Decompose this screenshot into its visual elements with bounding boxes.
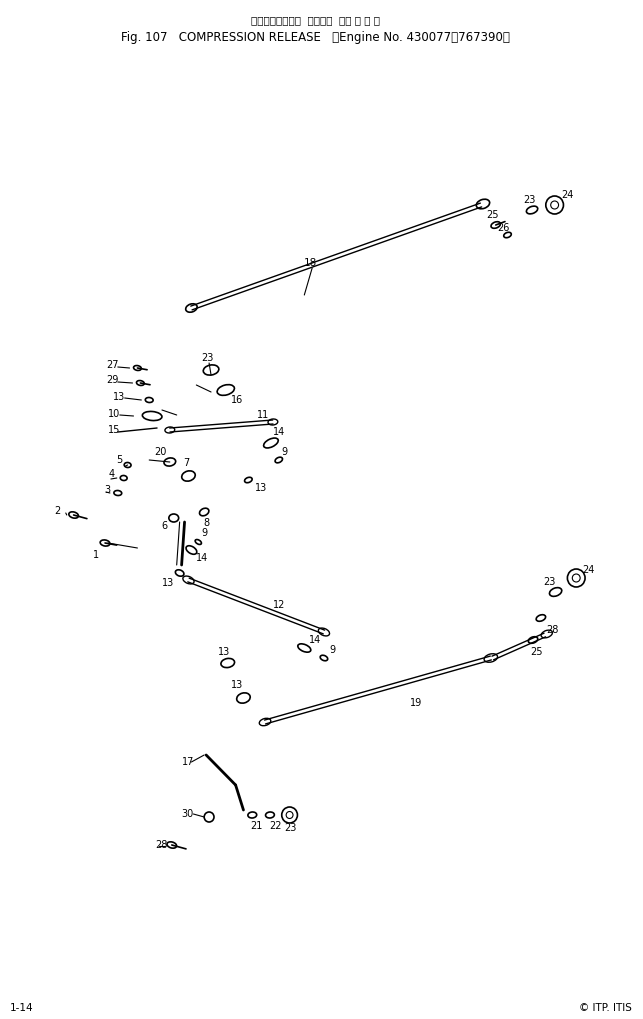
Text: 13: 13 [162,578,174,588]
Text: 4: 4 [109,469,115,479]
Text: 24: 24 [582,565,595,575]
Text: 18: 18 [304,258,318,268]
Text: © ITP. ITIS: © ITP. ITIS [579,1003,632,1013]
Text: 17: 17 [181,757,194,767]
Text: 23: 23 [523,195,536,205]
Text: Fig. 107   COMPRESSION RELEASE   （Engine No. 430077～767390）: Fig. 107 COMPRESSION RELEASE （Engine No.… [121,31,509,44]
Text: 7: 7 [183,458,190,468]
Text: 20: 20 [154,447,167,457]
Text: 5: 5 [116,455,122,465]
Text: 28: 28 [155,840,167,850]
Text: 13: 13 [231,680,243,690]
Text: 13: 13 [113,392,125,403]
Text: 29: 29 [106,375,118,385]
Text: 22: 22 [269,821,282,832]
Text: 2: 2 [54,506,60,516]
Text: 30: 30 [181,809,194,819]
Text: 23: 23 [285,823,297,833]
Text: 27: 27 [106,360,118,370]
Text: 13: 13 [255,483,267,493]
Text: 10: 10 [108,409,120,419]
Text: 14: 14 [196,553,208,564]
Text: コンプレッション  リリーズ  （適 用 号 機: コンプレッション リリーズ （適 用 号 機 [251,15,379,25]
Text: 21: 21 [250,821,263,832]
Text: 9: 9 [282,447,288,457]
Text: 9: 9 [330,645,336,655]
Text: 25: 25 [530,647,543,657]
Text: 12: 12 [273,600,285,610]
Text: 1: 1 [93,550,100,560]
Text: 15: 15 [108,425,120,435]
Text: 1-14: 1-14 [10,1003,33,1013]
Text: 8: 8 [203,518,210,528]
Text: 14: 14 [309,635,322,645]
Text: 13: 13 [218,647,230,657]
Text: 11: 11 [257,410,269,420]
Text: 25: 25 [486,210,498,220]
Text: 24: 24 [561,190,574,200]
Text: 19: 19 [410,698,422,708]
Text: 23: 23 [201,353,213,363]
Text: 14: 14 [273,427,285,437]
Text: 23: 23 [543,577,555,587]
Text: 26: 26 [498,223,510,233]
Text: 6: 6 [161,521,167,531]
Text: 28: 28 [546,625,558,635]
Text: 3: 3 [104,485,110,495]
Text: 16: 16 [231,395,243,405]
Text: 9: 9 [201,528,207,538]
